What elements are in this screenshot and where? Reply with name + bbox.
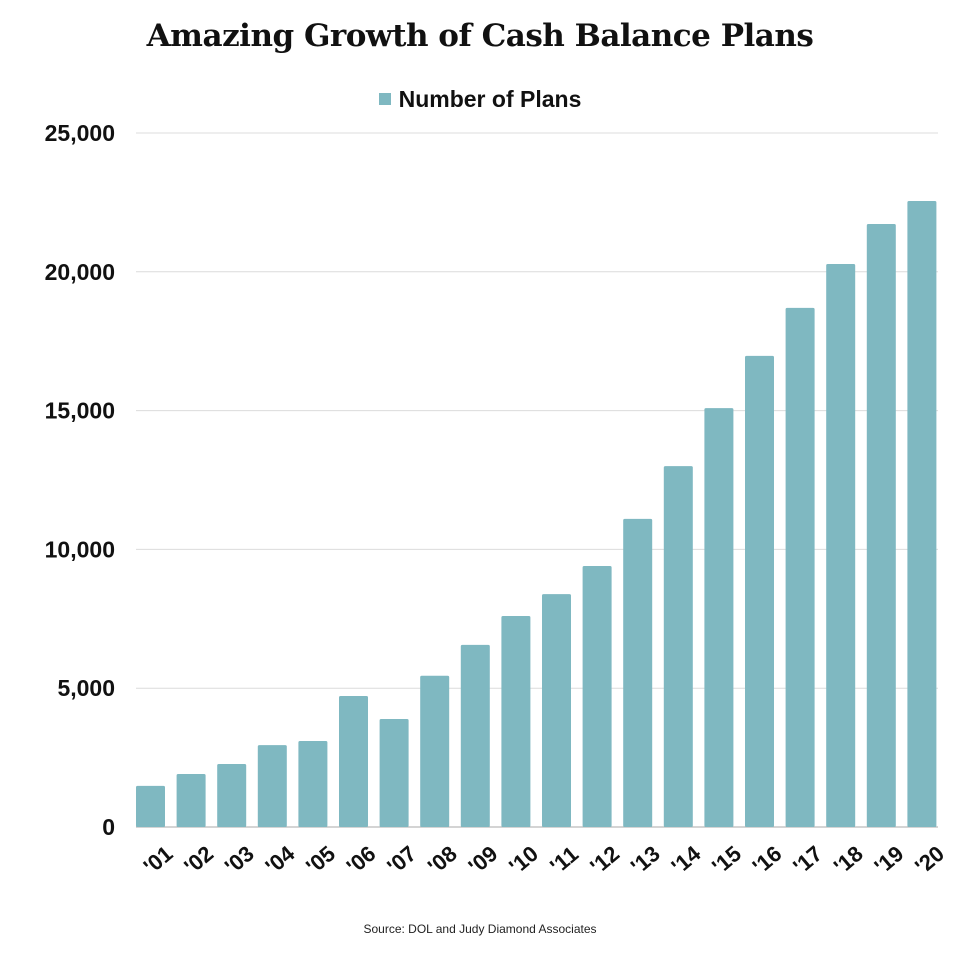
bar bbox=[298, 740, 328, 827]
x-tick-label: '13 bbox=[626, 841, 665, 879]
bar bbox=[339, 695, 368, 827]
bar bbox=[542, 594, 571, 827]
legend: Number of Plans bbox=[0, 86, 960, 113]
y-tick-label: 20,000 bbox=[45, 259, 115, 285]
bar bbox=[623, 518, 653, 827]
chart-title: Amazing Growth of Cash Balance Plans bbox=[146, 18, 814, 54]
x-tick-label: '08 bbox=[423, 841, 462, 879]
x-tick-label: '10 bbox=[504, 841, 543, 879]
source-note: Source: DOL and Judy Diamond Associates bbox=[363, 922, 597, 936]
x-tick-label: '12 bbox=[585, 841, 624, 879]
x-tick-label: '05 bbox=[301, 841, 340, 879]
x-tick-label: '03 bbox=[220, 841, 259, 879]
y-tick-label: 15,000 bbox=[45, 398, 115, 424]
bar bbox=[420, 675, 450, 827]
x-tick-label: '17 bbox=[788, 841, 827, 879]
bar bbox=[785, 307, 815, 827]
x-tick-label: '04 bbox=[260, 840, 299, 879]
x-tick-label: '07 bbox=[382, 841, 421, 879]
bar bbox=[866, 224, 896, 827]
y-tick-label: 10,000 bbox=[45, 536, 115, 562]
bar bbox=[460, 644, 490, 827]
x-tick-label: '14 bbox=[666, 840, 705, 879]
bar bbox=[582, 566, 612, 827]
bar bbox=[745, 355, 774, 827]
bar bbox=[217, 763, 247, 827]
x-tick-label: '01 bbox=[139, 841, 178, 879]
y-tick-label: 25,000 bbox=[45, 120, 115, 146]
x-tick-label: '02 bbox=[179, 841, 218, 879]
bar bbox=[257, 745, 287, 827]
x-tick-label: '09 bbox=[463, 841, 502, 879]
bar bbox=[704, 408, 734, 827]
bar bbox=[826, 264, 856, 827]
bar bbox=[176, 773, 206, 827]
bar bbox=[663, 466, 693, 827]
legend-swatch bbox=[378, 92, 391, 105]
x-tick-label: '06 bbox=[342, 841, 381, 879]
legend-label: Number of Plans bbox=[398, 86, 582, 112]
y-tick-label: 5,000 bbox=[57, 675, 115, 701]
x-tick-label: '18 bbox=[829, 841, 868, 879]
y-tick-label: 0 bbox=[102, 814, 115, 840]
bar bbox=[136, 785, 165, 827]
bar bbox=[907, 201, 937, 828]
x-tick-label: '19 bbox=[869, 841, 908, 879]
x-tick-label: '11 bbox=[545, 841, 583, 878]
x-tick-label: '16 bbox=[748, 841, 787, 879]
x-tick-label: '20 bbox=[910, 841, 949, 879]
bar bbox=[501, 616, 531, 827]
bar bbox=[379, 719, 409, 827]
x-tick-label: '15 bbox=[707, 841, 746, 879]
